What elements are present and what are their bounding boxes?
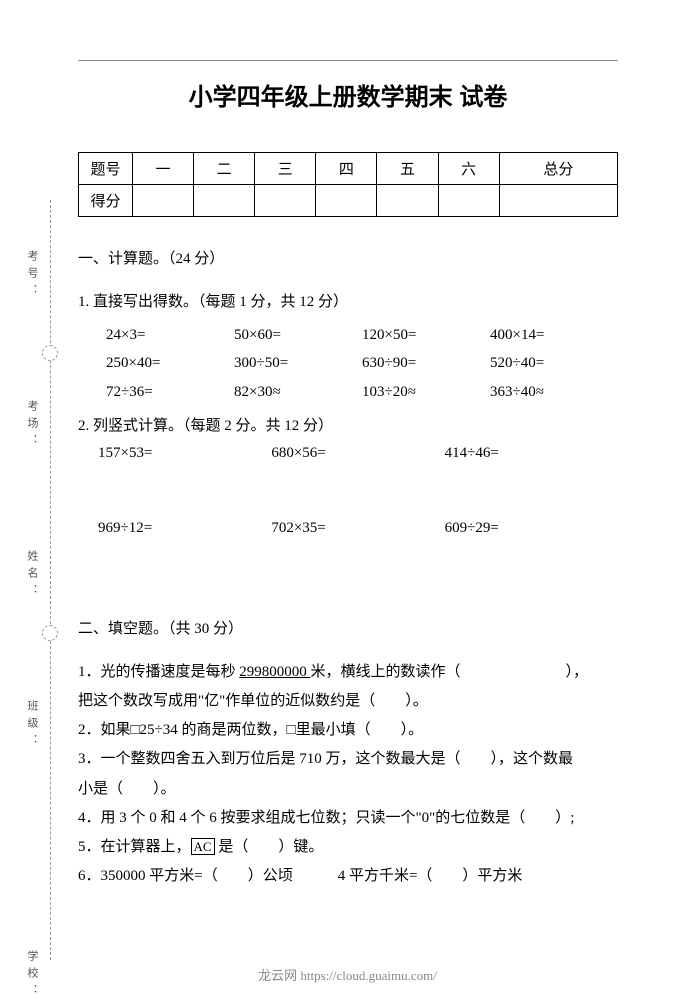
td <box>194 185 255 217</box>
binding-circle <box>42 345 58 361</box>
expr: 250×40= <box>106 349 234 378</box>
text: 5．在计算器上， <box>78 839 191 855</box>
th: 题号 <box>79 153 133 185</box>
td <box>133 185 194 217</box>
th: 一 <box>133 153 194 185</box>
text: 1．光的传播速度是每秒 <box>78 664 239 680</box>
header-rule <box>78 60 618 61</box>
expr: 24×3= <box>106 321 234 350</box>
score-table: 题号 一 二 三 四 五 六 总分 得分 <box>78 152 618 217</box>
margin-label-examno: 考号： <box>24 250 40 301</box>
q1-title: 1. 直接写出得数。（每题 1 分，共 12 分） <box>78 288 618 317</box>
td <box>255 185 316 217</box>
fill-q1b: 把这个数改写成用"亿"作单位的近似数约是（ ）。 <box>78 687 618 716</box>
expr: 300÷50= <box>234 349 362 378</box>
expr: 630÷90= <box>362 349 490 378</box>
calc-row: 72÷36= 82×30≈ 103÷20≈ 363÷40≈ <box>78 378 618 407</box>
expr: 103÷20≈ <box>362 378 490 407</box>
th: 四 <box>316 153 377 185</box>
exam-title: 小学四年级上册数学期末 试卷 <box>78 77 618 112</box>
calc-row: 250×40= 300÷50= 630÷90= 520÷40= <box>78 349 618 378</box>
expr: 157×53= <box>98 445 271 462</box>
th: 总分 <box>499 153 617 185</box>
fill-q6: 6．350000 平方米=（ ）公顷 4 平方千米=（ ）平方米 <box>78 862 618 891</box>
expr: 120×50= <box>362 321 490 350</box>
expr: 702×35= <box>271 520 444 537</box>
fill-q1: 1．光的传播速度是每秒 299800000 米，横线上的数读作（ ）， <box>78 658 618 687</box>
fill-q4: 4．用 3 个 0 和 4 个 6 按要求组成七位数；只读一个"0"的七位数是（… <box>78 804 618 833</box>
text: 米，横线上的数读作（ ）， <box>311 664 589 680</box>
td <box>316 185 377 217</box>
fill-q3b: 小是（ ）。 <box>78 775 618 804</box>
vert-row: 157×53= 680×56= 414÷46= <box>78 445 618 462</box>
section1-heading: 一、计算题。（24 分） <box>78 247 618 268</box>
expr: 82×30≈ <box>234 378 362 407</box>
td: 得分 <box>79 185 133 217</box>
expr: 363÷40≈ <box>490 378 618 407</box>
expr: 609÷29= <box>445 520 618 537</box>
calc-row: 24×3= 50×60= 120×50= 400×14= <box>78 321 618 350</box>
footer-watermark: 龙云网 https://cloud.guaimu.com/ <box>0 965 695 984</box>
fill-q2: 2．如果□25÷34 的商是两位数，□里最小填（ ）。 <box>78 716 618 745</box>
margin-label-room: 考场： <box>24 400 40 451</box>
expr: 50×60= <box>234 321 362 350</box>
th: 五 <box>377 153 438 185</box>
margin-label-class: 班级： <box>24 700 40 751</box>
underlined-number: 299800000 <box>239 664 310 680</box>
expr: 680×56= <box>271 445 444 462</box>
th: 三 <box>255 153 316 185</box>
vert-row: 969÷12= 702×35= 609÷29= <box>78 520 618 537</box>
expr: 969÷12= <box>98 520 271 537</box>
th: 六 <box>438 153 499 185</box>
th: 二 <box>194 153 255 185</box>
q2-title: 2. 列竖式计算。（每题 2 分。共 12 分） <box>78 412 618 441</box>
td <box>499 185 617 217</box>
expr: 400×14= <box>490 321 618 350</box>
table-row: 得分 <box>79 185 618 217</box>
expr: 414÷46= <box>445 445 618 462</box>
binding-line <box>50 200 51 960</box>
fill-q5: 5．在计算器上，AC 是（ ）键。 <box>78 833 618 862</box>
margin-label-name: 姓名： <box>24 550 40 601</box>
td <box>438 185 499 217</box>
text: 是（ ）键。 <box>215 839 324 855</box>
ac-key: AC <box>191 838 215 855</box>
page-content: 小学四年级上册数学期末 试卷 题号 一 二 三 四 五 六 总分 得分 一、计算… <box>78 60 618 892</box>
section2-heading: 二、填空题。（共 30 分） <box>78 617 618 638</box>
binding-circle <box>42 625 58 641</box>
table-row: 题号 一 二 三 四 五 六 总分 <box>79 153 618 185</box>
expr: 72÷36= <box>106 378 234 407</box>
td <box>377 185 438 217</box>
expr: 520÷40= <box>490 349 618 378</box>
fill-q3a: 3．一个整数四舍五入到万位后是 710 万，这个数最大是（ ），这个数最 <box>78 745 618 774</box>
